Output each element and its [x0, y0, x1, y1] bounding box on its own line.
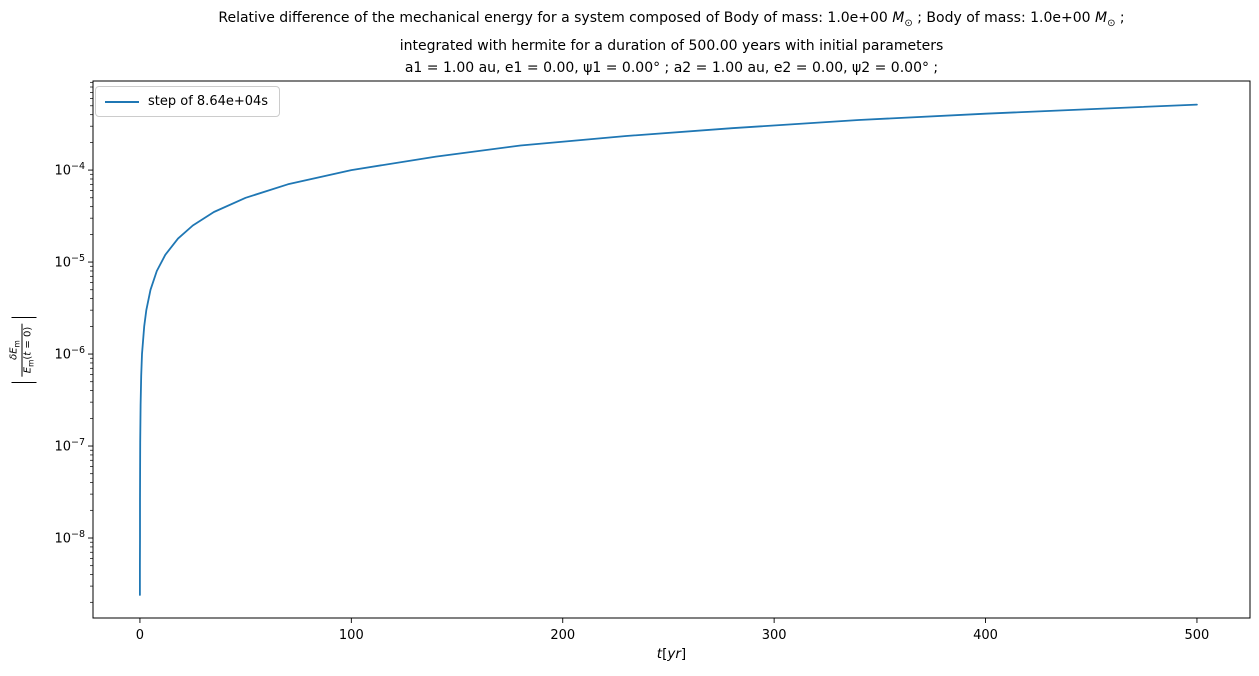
ylabel-numerator: δEm [8, 340, 22, 360]
title-line-2: integrated with hermite for a duration o… [399, 37, 944, 54]
axis-ticks [88, 81, 1198, 623]
odot-icon: ⊙ [1107, 17, 1116, 29]
ylabel-denominator: Em(t = 0) [21, 323, 36, 377]
ylabel-fraction: δEm Em(t = 0) [8, 323, 36, 377]
right-abs-bar: | [7, 314, 37, 321]
x-tick-label: 100 [339, 628, 364, 643]
y-tick-label: 10−8 [54, 529, 85, 547]
x-tick-label: 400 [973, 628, 998, 643]
odot-icon: ⊙ [904, 17, 913, 29]
title-line-1-text: Relative difference of the mechanical en… [218, 10, 893, 26]
y-tick-label: 10−7 [54, 437, 85, 455]
legend-label: step of 8.64e+04s [148, 94, 269, 109]
x-tick-label: 200 [550, 628, 575, 643]
solar-mass-symbol: M⊙ [1094, 10, 1116, 29]
legend: step of 8.64e+04s [95, 86, 281, 117]
title-line-3: a1 = 1.00 au, e1 = 0.00, ψ1 = 0.00° ; a2… [404, 59, 939, 76]
y-tick-label: 10−4 [54, 161, 85, 179]
chart-title: Relative difference of the mechanical en… [93, 7, 1250, 79]
solar-mass-symbol: M⊙ [892, 10, 913, 29]
y-tick-label: 10−5 [54, 253, 85, 271]
y-axis-label: | δEm Em(t = 0) | [7, 313, 37, 386]
energy-curve [138, 103, 1198, 596]
x-tick-label: 500 [1185, 628, 1210, 643]
x-tick-label: 0 [136, 628, 144, 643]
axes-border [92, 80, 1251, 619]
left-abs-bar: | [7, 379, 37, 386]
title-line-1: Relative difference of the mechanical en… [218, 10, 1125, 29]
x-axis-label: t[yr] [656, 646, 687, 662]
legend-line-sample [105, 100, 139, 103]
axis-tick-labels: 0 100 200 300 400 500 10−4 10−5 10−6 10−7 10−8 [54, 161, 1209, 643]
curve-layer [138, 103, 1198, 596]
x-tick-label: 300 [762, 628, 787, 643]
y-tick-label: 10−6 [54, 345, 85, 363]
